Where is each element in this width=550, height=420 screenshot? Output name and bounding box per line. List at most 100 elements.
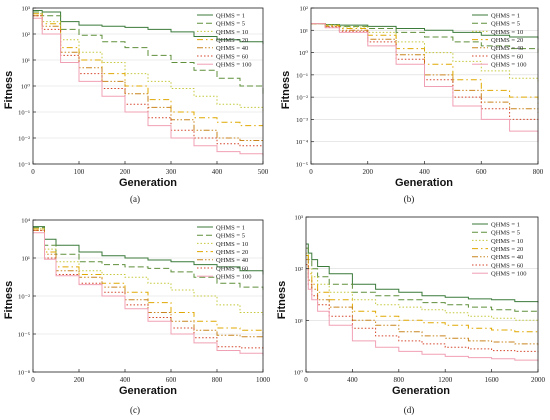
- series-line-5: [306, 259, 539, 346]
- legend-entry: QHMS = 100: [491, 62, 526, 69]
- series-line-3: [311, 23, 539, 82]
- x-tick-label: 100: [74, 168, 85, 176]
- series-line-2: [311, 23, 539, 53]
- y-tick-label: 10³: [295, 215, 304, 222]
- legend-entry: QHMS = 1: [216, 224, 245, 231]
- y-tick-label: 10¹: [295, 318, 304, 325]
- x-axis-title: Generation: [395, 177, 453, 189]
- x-tick-label: 1600: [485, 376, 500, 384]
- y-axis-title: Fitness: [3, 281, 15, 320]
- legend-entry: QHMS = 1: [491, 221, 520, 228]
- series-line-7: [33, 17, 264, 157]
- panel-caption: (b): [404, 194, 415, 204]
- series-line-7: [306, 268, 539, 362]
- x-tick-label: 300: [166, 168, 177, 176]
- panel-caption: (d): [404, 405, 415, 415]
- x-tick-label: 800: [212, 376, 223, 384]
- legend-entry: QHMS = 20: [491, 37, 523, 44]
- y-axis-title: Fitness: [280, 71, 292, 110]
- legend-entry: QHMS = 100: [216, 62, 251, 69]
- x-tick-label: 2000: [531, 376, 546, 384]
- legend-entry: QHMS = 40: [216, 45, 248, 52]
- series-line-1: [33, 226, 264, 275]
- legend-entry: QHMS = 20: [216, 249, 248, 256]
- panel-caption: (a): [130, 194, 140, 204]
- x-axis-title: Generation: [119, 177, 177, 189]
- y-axis-title: Fitness: [276, 281, 288, 320]
- x-tick-label: 800: [533, 168, 544, 176]
- y-tick-label: 10¹: [22, 58, 31, 65]
- y-tick-label: 10¹: [22, 256, 31, 263]
- x-tick-label: 400: [419, 168, 430, 176]
- series-line-1: [306, 243, 539, 303]
- legend-entry: QHMS = 40: [491, 254, 523, 261]
- x-tick-label: 200: [363, 168, 374, 176]
- y-axis-title: Fitness: [3, 71, 15, 110]
- series-line-5: [33, 15, 264, 142]
- legend-entry: QHMS = 60: [491, 53, 523, 60]
- series-line-6: [306, 264, 539, 353]
- chart-panel-2: 0 200 400 600 800 10⁻⁵ 10⁻⁴ 10⁻³ 10⁻² 10⁻¹ 10⁰ 10¹ 1…: [280, 6, 544, 205]
- series-line-4: [306, 255, 539, 334]
- y-tick-label: 10¹: [300, 28, 309, 35]
- legend-entry: QHMS = 1: [216, 12, 245, 19]
- y-tick-label: 10⁻³: [296, 117, 308, 124]
- x-tick-label: 0: [309, 168, 313, 176]
- legend-entry: QHMS = 100: [216, 274, 251, 281]
- y-tick-label: 10⁻¹: [18, 110, 30, 117]
- legend-entry: QHMS = 60: [216, 265, 248, 272]
- panel-caption: (c): [130, 405, 140, 415]
- legend-entry: QHMS = 10: [216, 241, 248, 248]
- y-tick-label: 10⁰: [21, 84, 31, 91]
- y-tick-label: 10²: [300, 6, 309, 13]
- x-tick-label: 200: [120, 168, 131, 176]
- y-tick-label: 10⁰: [294, 370, 304, 377]
- plot-frame: [305, 216, 539, 373]
- series-line-6: [311, 23, 539, 122]
- x-tick-label: 200: [74, 376, 85, 384]
- legend-entry: QHMS = 60: [216, 53, 248, 60]
- legend-entry: QHMS = 10: [491, 29, 523, 36]
- legend-entry: QHMS = 5: [491, 230, 520, 237]
- series-line-7: [311, 23, 539, 142]
- series-line-5: [311, 23, 539, 113]
- series-line-1: [33, 10, 264, 45]
- legend-entry: QHMS = 5: [216, 21, 245, 28]
- legend-entry: QHMS = 40: [491, 45, 523, 52]
- series-line-6: [33, 229, 264, 350]
- x-tick-label: 400: [347, 376, 358, 384]
- chart-panel-1: 0 100 200 300 400 500 10⁻³ 10⁻² 10⁻¹ 10⁰ 10¹ 10² 10³…: [3, 6, 269, 205]
- x-tick-label: 600: [476, 168, 487, 176]
- x-tick-label: 400: [212, 168, 223, 176]
- chart-panel-3: 0 200 400 600 800 1000 10⁻⁸ 10⁻⁵ 10⁻² 10¹ 10⁴ Gener…: [3, 218, 271, 416]
- x-axis-title: Generation: [392, 385, 450, 397]
- legend-entry: QHMS = 5: [491, 21, 520, 28]
- y-tick-label: 10⁻²: [18, 294, 30, 301]
- y-tick-label: 10²: [22, 32, 31, 39]
- y-tick-label: 10⁻⁵: [296, 162, 308, 169]
- x-tick-label: 500: [258, 168, 269, 176]
- x-tick-label: 0: [304, 376, 308, 384]
- series-line-2: [33, 227, 264, 290]
- legend-entry: QHMS = 60: [491, 262, 523, 269]
- y-tick-label: 10⁻⁸: [18, 370, 31, 377]
- series-line-6: [33, 15, 263, 147]
- y-tick-label: 10⁰: [299, 50, 309, 57]
- y-tick-label: 10⁻³: [18, 162, 30, 169]
- legend-entry: QHMS = 20: [216, 37, 248, 44]
- x-axis-title: Generation: [119, 385, 177, 397]
- x-tick-label: 0: [31, 168, 35, 176]
- y-tick-label: 10²: [295, 266, 304, 273]
- series-line-4: [311, 23, 539, 104]
- x-tick-label: 800: [394, 376, 405, 384]
- x-tick-label: 1200: [438, 376, 453, 384]
- x-tick-label: 0: [31, 376, 35, 384]
- legend-entry: QHMS = 1: [491, 12, 520, 19]
- y-tick-label: 10⁻¹: [296, 72, 308, 79]
- series-line-2: [306, 247, 539, 313]
- series-line-4: [33, 13, 263, 127]
- chart-panel-4: 0 400 800 1200 1600 2000 10⁰ 10¹ 10² 10³ Generatio…: [276, 215, 546, 416]
- series-line-7: [33, 232, 264, 356]
- y-tick-label: 10⁻⁵: [18, 332, 30, 339]
- legend-entry: QHMS = 100: [491, 271, 526, 278]
